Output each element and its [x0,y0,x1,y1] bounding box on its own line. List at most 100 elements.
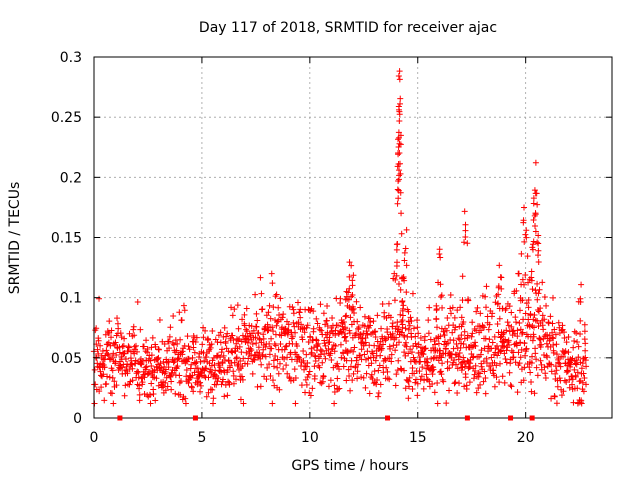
data-point [395,136,402,143]
data-point [144,346,151,353]
data-point [506,369,513,376]
y-tick-label: 0.25 [51,110,82,126]
data-point [528,360,535,367]
data-point [575,343,582,350]
data-point [465,297,472,304]
data-point [340,319,347,326]
data-point [437,368,444,375]
data-point [308,351,315,358]
data-point [551,326,558,333]
data-point [194,365,201,372]
data-point [435,357,442,364]
data-point [115,325,122,332]
data-point [525,316,532,323]
data-point [495,291,502,298]
data-point [522,352,529,359]
data-point [386,376,393,383]
data-point [398,366,405,373]
data-point [553,351,560,358]
data-point [472,367,479,374]
data-point [582,340,589,347]
data-point [417,376,424,383]
data-point [185,380,192,387]
data-point [573,330,580,337]
data-point [276,311,283,318]
data-point [341,334,348,341]
data-point [549,320,556,327]
data-point [405,308,412,315]
data-point [277,340,284,347]
data-point [577,317,584,324]
data-point [445,340,452,347]
data-point [443,340,450,347]
data-point [533,364,540,371]
data-point [266,302,273,309]
data-point [262,353,269,360]
data-point [185,343,192,350]
data-point [241,311,248,318]
data-point [563,339,570,346]
data-point [269,377,276,384]
data-point [234,302,241,309]
data-point [214,378,221,385]
data-point [288,356,295,363]
data-point [466,379,473,386]
data-point [197,388,204,395]
data-point [314,320,321,327]
data-point [486,321,493,328]
data-point [508,309,515,316]
data-point [343,377,350,384]
data-point [460,341,467,348]
data-point [170,312,177,319]
data-point [193,334,200,341]
data-point [506,303,513,310]
data-point [219,360,226,367]
data-point [320,373,327,380]
data-point [156,317,163,324]
data-point [155,354,162,361]
data-point [517,326,524,333]
data-point [158,364,165,371]
data-point [323,317,330,324]
data-point [400,302,407,309]
data-point [184,333,191,340]
data-point [310,325,317,332]
data-point [282,343,289,350]
data-point [181,307,188,314]
data-point [415,341,422,348]
data-point [454,365,461,372]
data-point [109,374,116,381]
data-point [188,384,195,391]
data-point [453,340,460,347]
data-point [166,333,173,340]
data-point [396,167,403,174]
data-point [540,326,547,333]
data-point [402,325,409,332]
data-point [237,358,244,365]
data-point [353,330,360,337]
x-tick-label: 0 [90,430,99,446]
data-point [422,345,429,352]
data-point [539,279,546,286]
data-point [355,324,362,331]
data-point [535,240,542,247]
data-point [387,314,394,321]
data-point [335,322,342,329]
data-point [275,370,282,377]
data-point [95,350,102,357]
data-point [447,291,454,298]
data-point [327,377,334,384]
data-point [334,360,341,367]
x-tick-label: 5 [197,430,206,446]
data-point [280,366,287,373]
data-point [565,349,572,356]
data-point [346,259,353,266]
data-point [191,349,198,356]
data-point [447,305,454,312]
data-point [519,330,526,337]
data-point [469,330,476,337]
data-point [253,340,260,347]
data-point [205,374,212,381]
data-point [470,375,477,382]
data-point [394,241,401,248]
